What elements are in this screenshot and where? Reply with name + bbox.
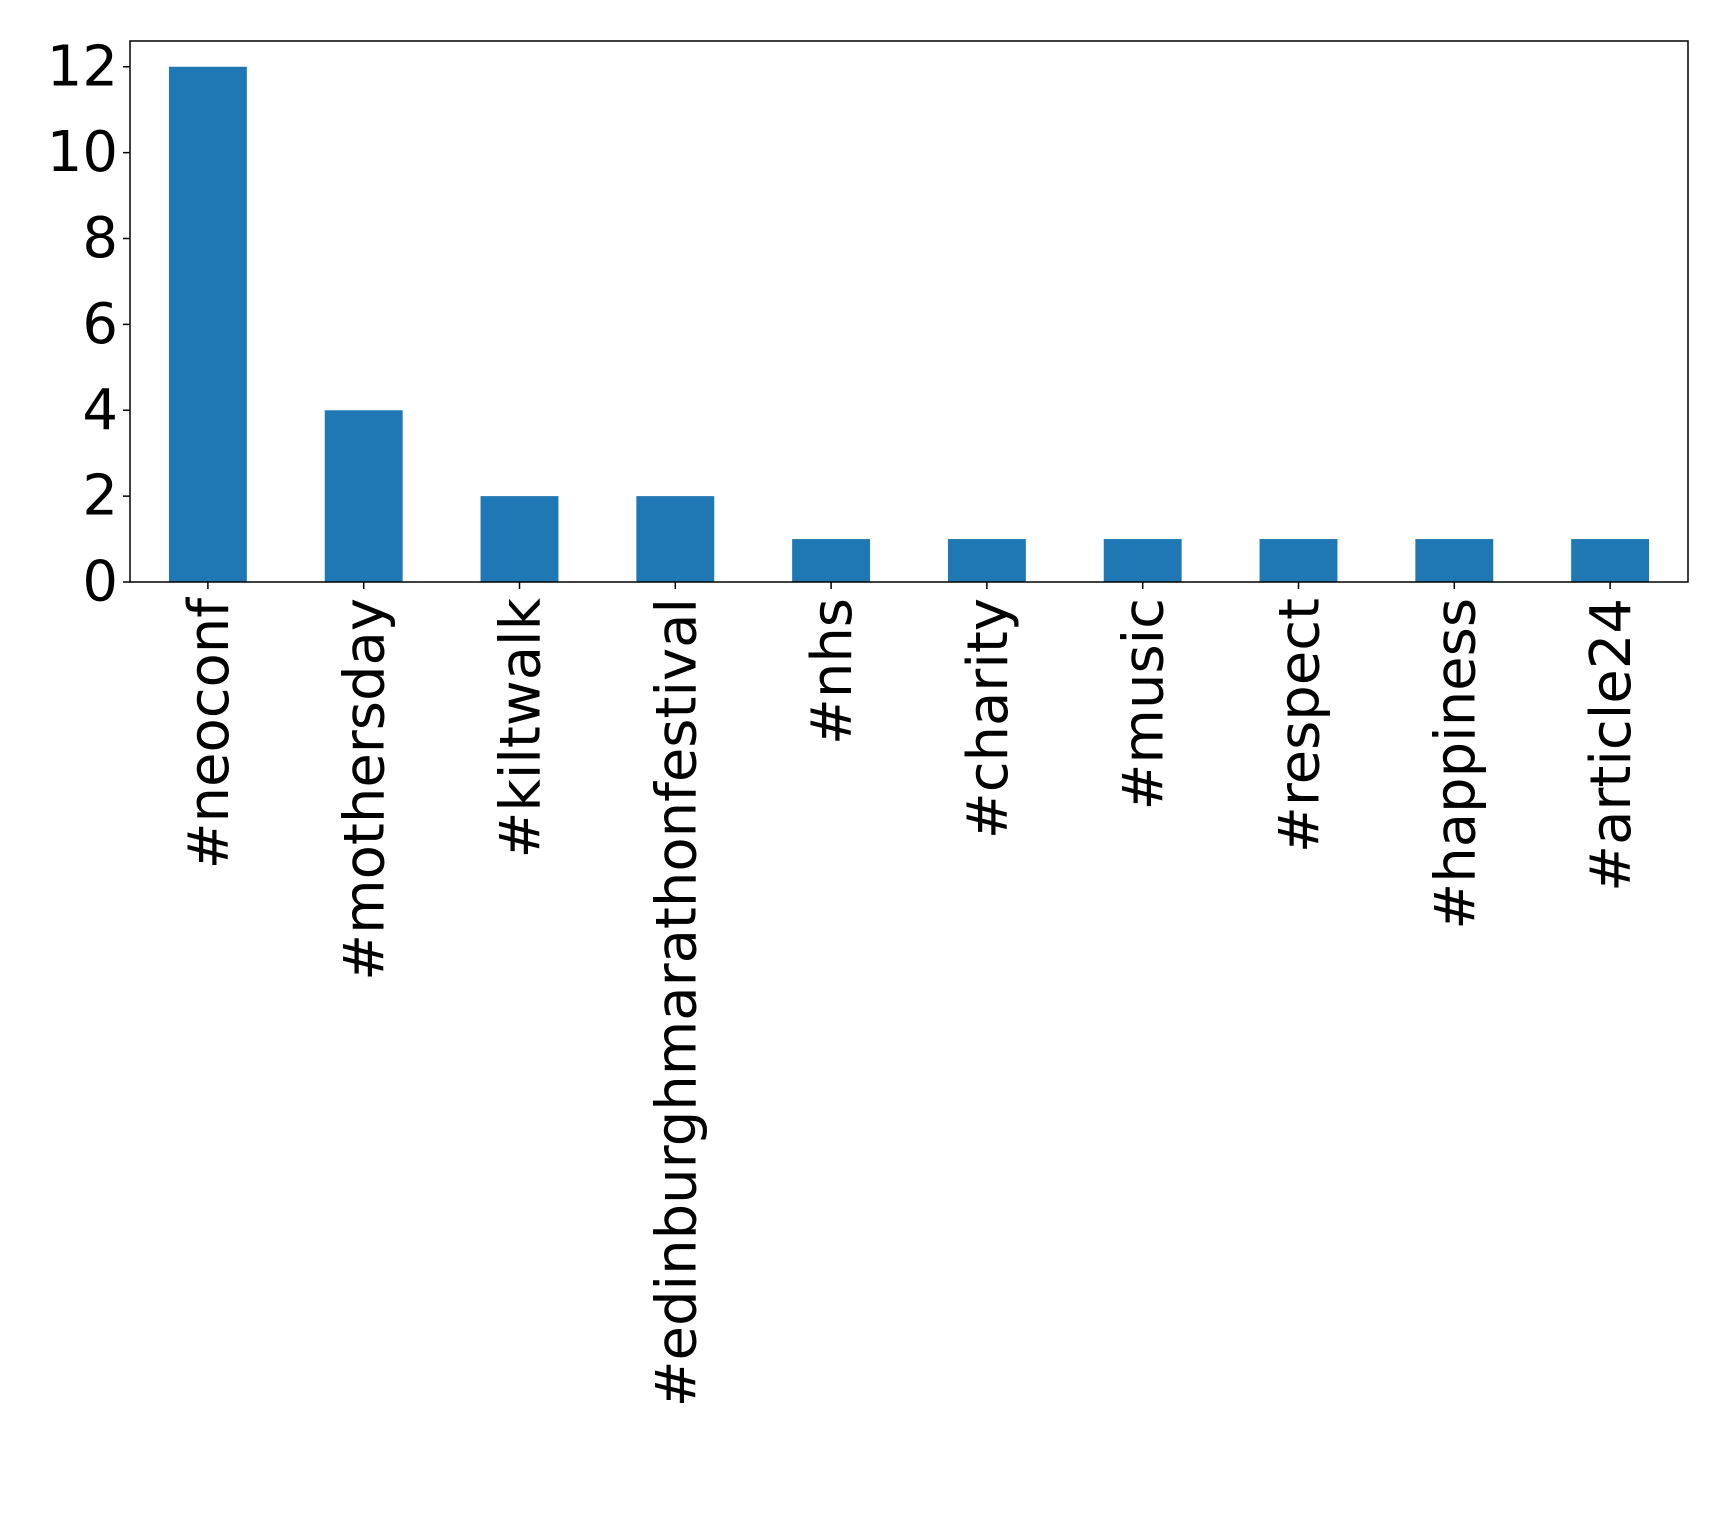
x-tick-label: #neoconf: [177, 597, 242, 870]
y-axis: 0 2 4 6 8 10 12: [47, 34, 130, 615]
x-tick-label: #article24: [1579, 598, 1644, 892]
bar-mothersday: [324, 410, 403, 582]
bar-neoconf: [168, 66, 247, 582]
bar-article24: [1571, 539, 1650, 582]
x-tick-label: #edinburghmarathonfestival: [644, 598, 709, 1407]
bar-nhs: [792, 539, 871, 582]
x-tick-label: #nhs: [800, 598, 865, 745]
y-tick-label: 4: [82, 378, 118, 443]
y-tick-label: 12: [47, 34, 118, 99]
x-axis: #neoconf #mothersday #kiltwalk #edinburghma…: [177, 582, 1644, 1407]
bar-music: [1103, 539, 1182, 582]
bar-charity: [947, 539, 1026, 582]
bar-happiness: [1415, 539, 1494, 582]
y-tick-label: 10: [47, 120, 118, 185]
x-tick-label: #charity: [956, 598, 1021, 839]
x-tick-label: #respect: [1268, 598, 1333, 853]
y-tick-label: 8: [82, 206, 118, 271]
bar-kiltwalk: [480, 496, 559, 582]
x-tick-label: #kiltwalk: [489, 597, 554, 858]
bar-edinburghmarathonfestival: [636, 496, 715, 582]
x-tick-label: #mothersday: [333, 598, 398, 981]
x-tick-label: #happiness: [1423, 598, 1488, 930]
bar-respect: [1259, 539, 1338, 582]
x-tick-label: #music: [1112, 598, 1177, 811]
y-tick-label: 0: [82, 550, 118, 615]
plot-area-frame: [129, 40, 1689, 583]
y-tick-label: 6: [82, 292, 118, 357]
y-tick-label: 2: [82, 464, 118, 529]
bars-layer: [168, 66, 1650, 582]
